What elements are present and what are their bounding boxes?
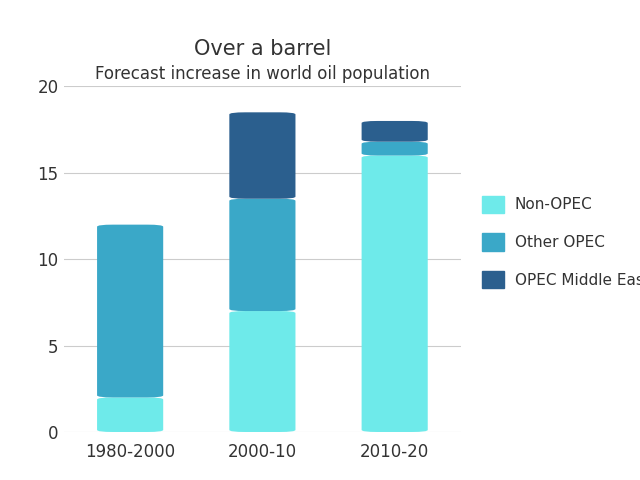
- FancyBboxPatch shape: [362, 156, 428, 432]
- FancyBboxPatch shape: [229, 199, 296, 311]
- FancyBboxPatch shape: [229, 311, 296, 432]
- FancyBboxPatch shape: [229, 112, 296, 199]
- FancyBboxPatch shape: [362, 142, 428, 156]
- FancyBboxPatch shape: [362, 121, 428, 142]
- FancyBboxPatch shape: [97, 397, 163, 432]
- Text: Forecast increase in world oil population: Forecast increase in world oil populatio…: [95, 65, 430, 83]
- Text: Over a barrel: Over a barrel: [194, 39, 331, 59]
- FancyBboxPatch shape: [97, 225, 163, 397]
- Legend: Non-OPEC, Other OPEC, OPEC Middle East: Non-OPEC, Other OPEC, OPEC Middle East: [476, 190, 640, 294]
